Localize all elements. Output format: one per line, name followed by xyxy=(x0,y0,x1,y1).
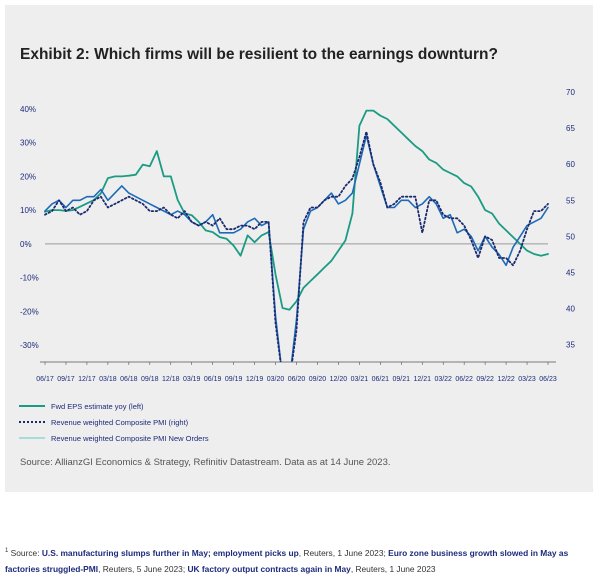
footnote-text-3: , Reuters, 1 June 2023 xyxy=(350,563,436,574)
legend-label: Revenue weighted Composite PMI New Order… xyxy=(51,433,209,443)
legend-swatch xyxy=(19,421,45,423)
x-tick-label: 06/17 xyxy=(36,376,54,383)
footnote: 1 Source: U.S. manufacturing slumps furt… xyxy=(5,543,595,577)
x-tick-label: 12/22 xyxy=(497,376,515,383)
y-right-tick-label: 40 xyxy=(566,305,575,314)
y-right-tick-label: 50 xyxy=(566,232,575,241)
x-tick-label: 12/21 xyxy=(413,376,431,383)
y-left-tick-label: 40% xyxy=(20,105,36,114)
y-right-tick-label: 45 xyxy=(566,268,575,277)
legend-item: Revenue weighted Composite PMI New Order… xyxy=(19,430,209,446)
y-left-tick-label: 10% xyxy=(20,206,36,215)
x-tick-label: 06/21 xyxy=(372,376,390,383)
x-tick-label: 09/19 xyxy=(225,376,243,383)
x-tick-label: 03/20 xyxy=(267,376,285,383)
legend-item: Fwd EPS estimate yoy (left) xyxy=(19,398,209,414)
x-tick-label: 12/17 xyxy=(78,376,96,383)
x-tick-label: 09/21 xyxy=(393,376,411,383)
x-tick-label: 09/20 xyxy=(309,376,327,383)
footnote-text-2: , Reuters, 5 June 2023; xyxy=(98,563,188,574)
x-tick-label: 03/22 xyxy=(434,376,452,383)
legend-swatch xyxy=(19,437,45,439)
y-left-tick-label: 20% xyxy=(20,172,36,181)
y-left-tick-label: -10% xyxy=(20,274,39,283)
legend-swatch xyxy=(19,405,45,407)
x-tick-label: 03/23 xyxy=(518,376,536,383)
x-tick-label: 06/23 xyxy=(539,376,557,383)
footnote-text-1: , Reuters, 1 June 2023; xyxy=(298,547,389,558)
legend-label: Fwd EPS estimate yoy (left) xyxy=(51,401,144,411)
x-tick-label: 06/20 xyxy=(288,376,306,383)
footnote-prefix: Source: xyxy=(10,547,42,558)
y-left-tick-label: 0% xyxy=(20,240,32,249)
x-tick-label: 03/21 xyxy=(351,376,369,383)
footnote-link-euro-zone[interactable]: Euro zone business growth slowed in May … xyxy=(5,547,569,574)
footnote-link-us-manufacturing[interactable]: U.S. manufacturing slumps further in May… xyxy=(41,547,299,558)
y-right-tick-label: 35 xyxy=(566,341,575,350)
chart-title: Exhibit 2: Which firms will be resilient… xyxy=(20,46,498,63)
x-tick-label: 06/22 xyxy=(455,376,473,383)
y-left-tick-label: -30% xyxy=(20,341,39,350)
y-right-tick-label: 60 xyxy=(566,160,575,169)
chart-area: 40% 30% 20% 10% 0% -10% -20% -30% 70 65 60 55 50 45 40… xyxy=(20,88,575,383)
x-tick-label: 12/18 xyxy=(162,376,180,383)
x-tick-label: 03/19 xyxy=(183,376,201,383)
series-line-pmi-new-orders xyxy=(44,134,549,362)
x-tick-label: 06/18 xyxy=(120,376,138,383)
y-right-tick-label: 70 xyxy=(566,88,575,97)
series-line-composite-pmi xyxy=(44,130,549,362)
legend-item: Revenue weighted Composite PMI (right) xyxy=(19,414,209,430)
y-left-tick-label: -20% xyxy=(20,307,39,316)
y-left-tick-label: 30% xyxy=(20,139,36,148)
source-note: Source: AllianzGI Economics & Strategy, … xyxy=(20,457,391,468)
x-tick-label: 09/22 xyxy=(476,376,494,383)
chart-legend: Fwd EPS estimate yoy (left) Revenue weigh… xyxy=(19,398,209,446)
x-tick-label: 09/17 xyxy=(57,376,75,383)
y-right-tick-label: 65 xyxy=(566,124,575,133)
x-tick-label: 12/19 xyxy=(246,376,264,383)
legend-label: Revenue weighted Composite PMI (right) xyxy=(51,417,189,427)
x-tick-label: 06/19 xyxy=(204,376,222,383)
series-line-fwd-eps xyxy=(44,109,549,311)
x-tick-label: 09/18 xyxy=(141,376,159,383)
footnote-link-uk-factory[interactable]: UK factory output contracts again in May xyxy=(187,563,351,574)
x-tick-label: 03/18 xyxy=(99,376,117,383)
x-tick-label: 12/20 xyxy=(330,376,348,383)
y-right-tick-label: 55 xyxy=(566,196,575,205)
footnote-marker: 1 xyxy=(5,548,9,554)
